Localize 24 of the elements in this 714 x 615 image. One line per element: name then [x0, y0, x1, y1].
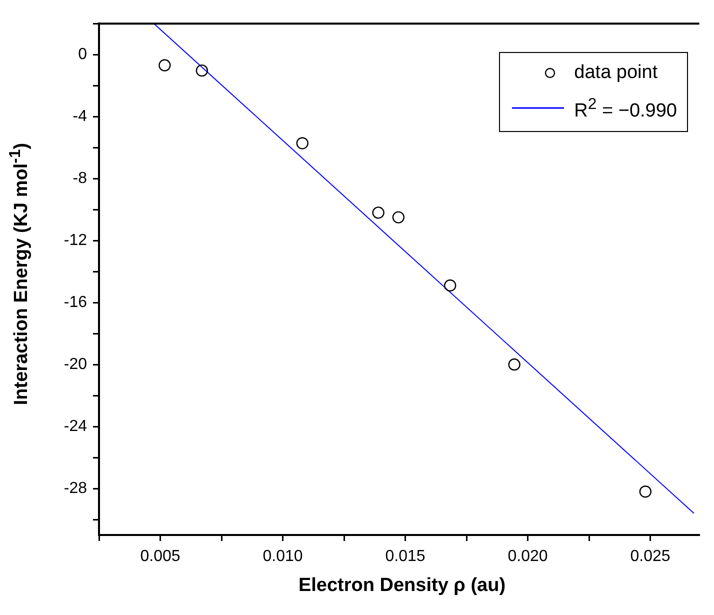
y-tick-label: -4 [72, 108, 88, 125]
y-tick-label: 0 [78, 46, 88, 63]
y-tick-label: -24 [64, 418, 88, 435]
text: 0.005 [140, 548, 180, 566]
legend-label: data point [574, 61, 658, 85]
point [296, 137, 308, 150]
point [196, 64, 208, 77]
point [639, 486, 652, 498]
y-tick-label: -8 [72, 170, 88, 187]
y-tick-label: -12 [64, 232, 88, 249]
point [158, 59, 171, 72]
y-tick-label: -16 [64, 294, 88, 311]
point [508, 358, 520, 371]
legend-label: R$^{2}$ = −0.990 [574, 95, 677, 124]
x-tick-label: 0.015 [385, 548, 426, 566]
y-tick-label: -28 [64, 480, 88, 497]
x-tick-label: 0.020 [508, 548, 548, 566]
point [444, 279, 456, 292]
x-tick-label: 0.010 [262, 548, 303, 566]
x-axis-title: Electron Density ρ (au) [297, 575, 507, 597]
point [392, 211, 405, 224]
point [372, 206, 384, 219]
y-tick-label: -20 [64, 356, 88, 373]
x-tick-label: 0.025 [630, 548, 670, 566]
